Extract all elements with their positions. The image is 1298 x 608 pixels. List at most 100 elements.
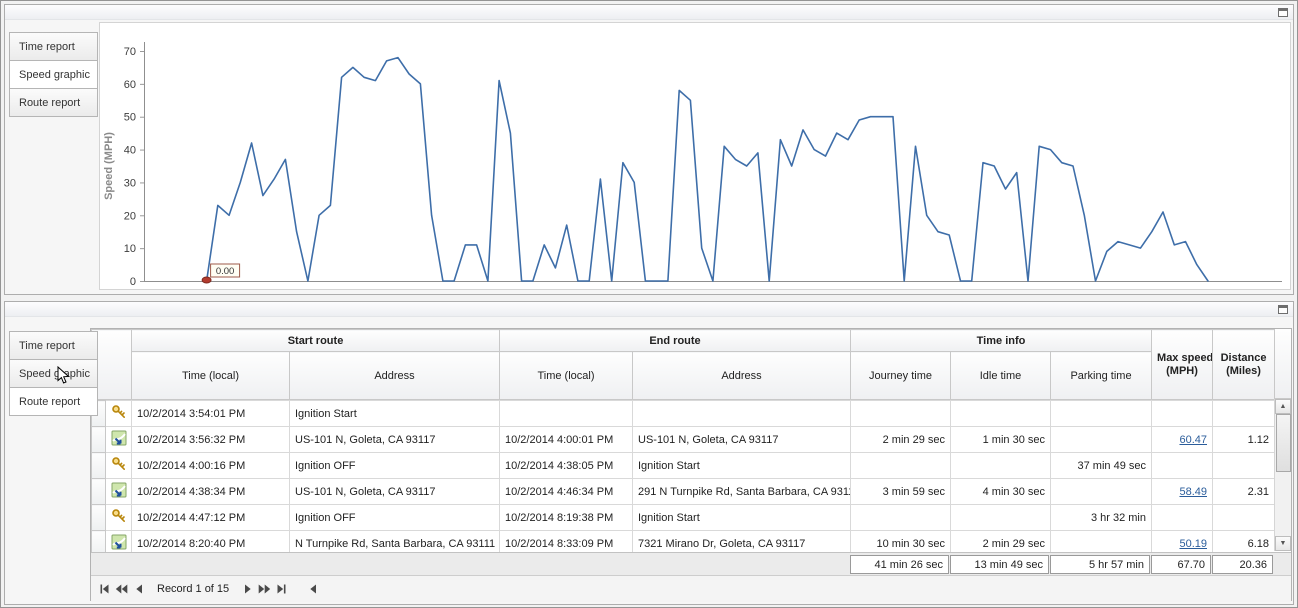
- end-time-cell: [499, 400, 633, 427]
- tab-label: Speed graphic: [19, 367, 90, 380]
- idle-time-cell: 4 min 30 sec: [950, 478, 1051, 505]
- max-speed-link[interactable]: 58.49: [1179, 485, 1207, 498]
- table-row[interactable]: 10/2/2014 3:54:01 PM Ignition Start: [91, 400, 1274, 427]
- summary-idle-time: 13 min 49 sec: [950, 555, 1049, 574]
- column-header-max-speed[interactable]: Max speed (MPH): [1151, 329, 1214, 400]
- record-indicator: Record 1 of 15: [157, 583, 230, 595]
- column-header-start-address[interactable]: Address: [289, 351, 500, 400]
- ignition-key-icon: [111, 405, 125, 418]
- summary-row: 41 min 26 sec 13 min 49 sec 5 hr 57 min …: [91, 552, 1291, 575]
- table-row[interactable]: 10/2/2014 4:47:12 PM Ignition OFF 10/2/2…: [91, 504, 1274, 531]
- route-report-grid: Start route End route Time info Max spee…: [90, 328, 1292, 602]
- vertical-scrollbar[interactable]: ▲ ▼: [1274, 399, 1291, 551]
- grid-rows-viewport: 10/2/2014 3:54:01 PM Ignition Start 10/2…: [91, 400, 1274, 552]
- hscroll-left-button[interactable]: [304, 581, 321, 598]
- tab-route-report[interactable]: Route report: [9, 88, 98, 117]
- column-header-end-address[interactable]: Address: [632, 351, 851, 400]
- column-header-idle-time[interactable]: Idle time: [950, 351, 1051, 400]
- max-speed-link[interactable]: 60.47: [1179, 433, 1207, 446]
- row-type-icon-cell: [105, 426, 132, 453]
- distance-cell: 2.31: [1212, 478, 1274, 505]
- end-time-cell: 10/2/2014 8:19:38 PM: [499, 504, 633, 531]
- column-header-distance[interactable]: Distance (Miles): [1212, 329, 1276, 400]
- parking-time-cell: [1050, 530, 1152, 552]
- column-header-parking-time[interactable]: Parking time: [1049, 351, 1153, 400]
- ignition-key-icon: [111, 457, 125, 470]
- row-indicator: [91, 452, 106, 479]
- journey-time-cell: 2 min 29 sec: [850, 426, 951, 453]
- start-address-cell: Ignition OFF: [289, 504, 500, 531]
- column-header-journey-time[interactable]: Journey time: [850, 351, 951, 400]
- svg-text:50: 50: [124, 112, 136, 124]
- svg-text:Speed (MPH): Speed (MPH): [103, 132, 115, 200]
- report-tabs: Time report Speed graphic Route report: [9, 32, 98, 117]
- column-header-label: (MPH): [1166, 364, 1198, 377]
- end-time-cell: 10/2/2014 4:00:01 PM: [499, 426, 633, 453]
- max-speed-cell: 60.47: [1151, 426, 1213, 453]
- table-row[interactable]: 10/2/2014 4:00:16 PM Ignition OFF 10/2/2…: [91, 452, 1274, 479]
- max-speed-link[interactable]: 50.19: [1179, 537, 1207, 550]
- parking-time-cell: [1050, 478, 1152, 505]
- route-map-icon: [111, 430, 126, 446]
- max-speed-cell: 50.19: [1151, 530, 1213, 552]
- maximize-icon[interactable]: [1278, 305, 1288, 314]
- row-type-icon-cell: [105, 530, 132, 552]
- idle-time-cell: [950, 400, 1051, 427]
- end-time-cell: 10/2/2014 4:46:34 PM: [499, 478, 633, 505]
- nav-last-button[interactable]: [273, 581, 290, 598]
- nav-next-button[interactable]: [239, 581, 256, 598]
- nav-prev-page-button[interactable]: [113, 581, 130, 598]
- tab-speed-graphic[interactable]: Speed graphic: [9, 60, 98, 89]
- table-row[interactable]: 10/2/2014 3:56:32 PM US-101 N, Goleta, C…: [91, 426, 1274, 453]
- tab-time-report[interactable]: Time report: [9, 331, 98, 360]
- table-row[interactable]: 10/2/2014 4:38:34 PM US-101 N, Goleta, C…: [91, 478, 1274, 505]
- max-speed-cell: [1151, 400, 1213, 427]
- panel-titlebar: [5, 302, 1293, 317]
- svg-text:10: 10: [124, 243, 136, 255]
- journey-time-cell: [850, 504, 951, 531]
- nav-first-button[interactable]: [96, 581, 113, 598]
- tab-label: Speed graphic: [19, 68, 90, 81]
- tab-speed-graphic[interactable]: Speed graphic: [9, 359, 98, 388]
- tab-label: Route report: [19, 96, 81, 109]
- row-indicator: [91, 426, 106, 453]
- group-header-end-route: End route: [499, 329, 851, 352]
- record-navigator: Record 1 of 15: [91, 575, 1291, 602]
- column-header-start-time[interactable]: Time (local): [131, 351, 290, 400]
- idle-time-cell: 1 min 30 sec: [950, 426, 1051, 453]
- scroll-down-icon[interactable]: ▼: [1275, 536, 1291, 551]
- maximize-icon[interactable]: [1278, 8, 1288, 17]
- distance-cell: 1.12: [1212, 426, 1274, 453]
- nav-prev-button[interactable]: [130, 581, 147, 598]
- tab-route-report[interactable]: Route report: [9, 387, 98, 416]
- end-address-cell: 7321 Mirano Dr, Goleta, CA 93117: [632, 530, 851, 552]
- table-row[interactable]: 10/2/2014 8:20:40 PM N Turnpike Rd, Sant…: [91, 530, 1274, 552]
- row-type-icon-cell: [105, 400, 132, 427]
- scroll-up-icon[interactable]: ▲: [1275, 399, 1291, 414]
- group-header-time-info: Time info: [849, 329, 1153, 352]
- parking-time-cell: [1050, 400, 1152, 427]
- journey-time-cell: 10 min 30 sec: [850, 530, 951, 552]
- parking-time-cell: 3 hr 32 min: [1050, 504, 1152, 531]
- journey-time-cell: 3 min 59 sec: [850, 478, 951, 505]
- summary-journey-time: 41 min 26 sec: [850, 555, 949, 574]
- summary-distance: 20.36: [1212, 555, 1273, 574]
- end-address-cell: Ignition Start: [632, 504, 851, 531]
- summary-parking-time: 5 hr 57 min: [1050, 555, 1150, 574]
- journey-time-cell: [850, 400, 951, 427]
- distance-cell: [1212, 452, 1274, 479]
- start-address-cell: Ignition OFF: [289, 452, 500, 479]
- nav-next-page-button[interactable]: [256, 581, 273, 598]
- journey-time-cell: [850, 452, 951, 479]
- distance-cell: [1212, 400, 1274, 427]
- row-indicator: [91, 504, 106, 531]
- column-header-end-time[interactable]: Time (local): [499, 351, 633, 400]
- tab-label: Route report: [19, 395, 81, 408]
- max-speed-cell: 58.49: [1151, 478, 1213, 505]
- end-time-cell: 10/2/2014 4:38:05 PM: [499, 452, 633, 479]
- scrollbar-thumb[interactable]: [1276, 414, 1291, 472]
- speed-chart: 0 10 20 30 40 50 60 70 Speed (MPH) 0.00: [99, 22, 1291, 290]
- start-address-cell: Ignition Start: [289, 400, 500, 427]
- tab-time-report[interactable]: Time report: [9, 32, 98, 61]
